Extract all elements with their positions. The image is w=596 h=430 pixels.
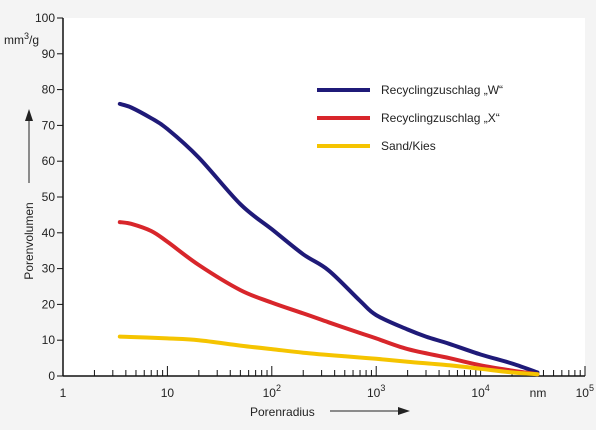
x-axis-arrow-head [398, 407, 410, 415]
x-tick-base: 10 [471, 386, 485, 400]
x-axis-unit: nm [530, 386, 547, 400]
x-tick-label: 10 [161, 386, 175, 400]
y-tick-label: 0 [48, 369, 55, 383]
x-axis-title-group: Porenradius [250, 405, 410, 419]
y-unit-exponent: 3 [24, 31, 29, 41]
y-tick-label: 70 [42, 118, 56, 132]
y-tick-label: 50 [42, 190, 56, 204]
y-axis-unit: mm3/g [4, 31, 39, 47]
series-line-2 [117, 220, 540, 377]
legend: Recyclingzuschlag „W“ Recyclingzuschlag „… [317, 83, 503, 153]
x-tick-base: 10 [161, 386, 175, 400]
series-line-1 [117, 101, 540, 375]
x-tick-label: 1 [60, 386, 67, 400]
x-axis-title: Porenradius [250, 405, 315, 419]
y-tick-label: 30 [42, 262, 56, 276]
y-axis-title-group: Porenvolumen [22, 109, 36, 280]
legend-label-1: Recyclingzuschlag „W“ [381, 83, 503, 97]
x-tick-label: 105 [576, 383, 594, 400]
x-tick-exponent: 5 [589, 383, 594, 393]
y-tick-label: 20 [42, 297, 56, 311]
series-line-3 [117, 334, 540, 377]
y-tick-label: 90 [42, 47, 56, 61]
x-tick-exponent: 3 [380, 383, 385, 393]
legend-label-2: Recyclingzuschlag „X“ [381, 111, 500, 125]
x-tick-base: 10 [367, 386, 381, 400]
y-axis-ticks: 0 10 20 30 40 50 60 70 80 90 100 [35, 11, 63, 383]
plot-background [63, 18, 585, 376]
series-layer [117, 101, 540, 377]
x-tick-label: 103 [367, 383, 385, 400]
x-tick-label: 104 [471, 383, 489, 400]
y-axis-arrow-head [25, 109, 33, 121]
plot-area [62, 18, 585, 377]
x-tick-base: 10 [263, 386, 277, 400]
x-tick-label: 102 [263, 383, 281, 400]
y-tick-label: 40 [42, 226, 56, 240]
y-axis-title: Porenvolumen [22, 202, 36, 279]
y-tick-label: 100 [35, 11, 55, 25]
x-tick-exponent: 2 [276, 383, 281, 393]
y-tick-label: 60 [42, 154, 56, 168]
y-tick-label: 10 [42, 333, 56, 347]
x-tick-base: 10 [576, 386, 590, 400]
x-axis-ticks: 1 10 102 103 104 105 [60, 366, 594, 400]
legend-label-3: Sand/Kies [381, 139, 436, 153]
y-unit-base: mm [4, 33, 24, 47]
x-tick-exponent: 4 [485, 383, 490, 393]
y-unit-suffix: /g [29, 33, 39, 47]
x-tick-base: 1 [60, 386, 67, 400]
y-tick-label: 80 [42, 83, 56, 97]
